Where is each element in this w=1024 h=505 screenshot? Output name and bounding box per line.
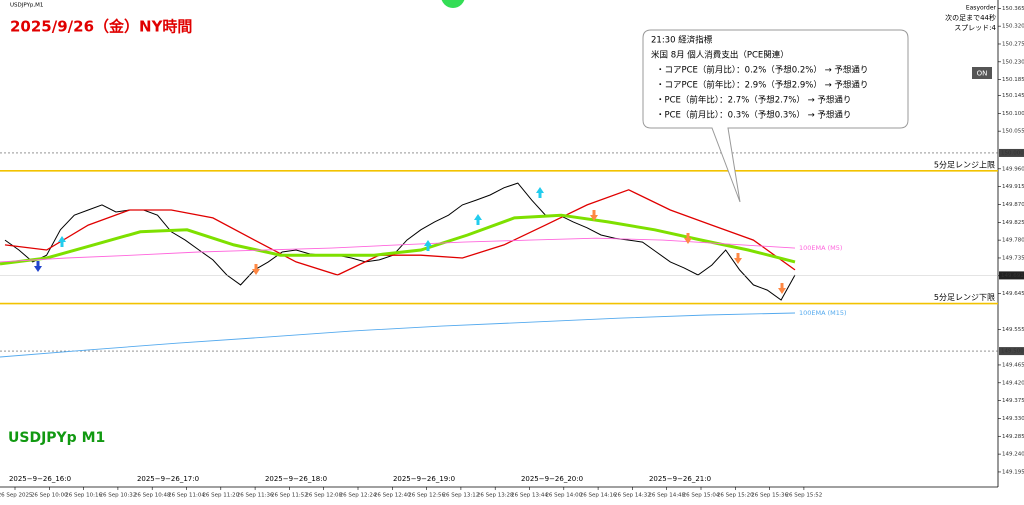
signal-arrow bbox=[474, 214, 482, 225]
x-tick-label: 26 Sep 12:24 bbox=[340, 493, 377, 499]
x-tick-label: 26 Sep 15:36 bbox=[751, 493, 788, 499]
session-label: 2025−9−26_16:0 bbox=[9, 475, 71, 483]
series-line bbox=[0, 312, 796, 358]
x-tick-label: 26 Sep 14:32 bbox=[614, 493, 651, 499]
x-tick-label: 26 Sep 12:40 bbox=[374, 493, 411, 499]
series-label: 100EMA (M5) bbox=[799, 244, 842, 252]
y-tick-label: 149.780 bbox=[1002, 238, 1024, 244]
y-tick-label: 149.240 bbox=[1002, 452, 1024, 458]
series-label: 100EMA (M15) bbox=[799, 309, 847, 317]
y-tick-label: 150.145 bbox=[1002, 93, 1024, 99]
y-tick-label: 149.330 bbox=[1002, 416, 1024, 422]
callout-text: ・PCE（前月比）：0.3%（予想0.3%） → 予想通り bbox=[656, 110, 851, 121]
session-label: 2025−9−26_21:0 bbox=[649, 475, 711, 483]
y-tick-label: 150.320 bbox=[1002, 24, 1024, 30]
y-tick-label: 149.285 bbox=[1002, 434, 1024, 440]
info-text: Easyorder bbox=[966, 5, 997, 12]
x-tick-label: 26 Sep 12:08 bbox=[305, 493, 342, 499]
y-tick-label: 149.195 bbox=[1002, 469, 1024, 475]
x-tick-label: 26 Sep 12:56 bbox=[408, 493, 445, 499]
y-tick-label: 149.465 bbox=[1002, 362, 1024, 368]
y-tick-label: 149.915 bbox=[1002, 184, 1024, 190]
y-tick-label: 149.870 bbox=[1002, 202, 1024, 208]
y-tick-label: 150.230 bbox=[1002, 59, 1024, 65]
signal-arrow bbox=[536, 187, 544, 198]
y-tick-label: 150.100 bbox=[1002, 111, 1024, 117]
watermark: USDJPYp M1 bbox=[8, 430, 105, 446]
info-text: 次の足まで44秒 bbox=[945, 13, 996, 22]
y-tick-label: 149.960 bbox=[1002, 166, 1024, 172]
callout-box bbox=[642, 29, 909, 203]
session-label: 2025−9−26_20:0 bbox=[521, 475, 583, 483]
y-tick-label: 149.825 bbox=[1002, 220, 1024, 226]
on-button-label[interactable]: ON bbox=[977, 70, 988, 78]
x-tick-label: 26 Sep 15:04 bbox=[683, 493, 720, 499]
symbol-caption: USDJPYp,M1 bbox=[10, 3, 43, 9]
current-price-tag bbox=[999, 271, 1024, 280]
signal-arrow bbox=[778, 283, 786, 294]
session-label: 2025−9−26_19:0 bbox=[393, 475, 455, 483]
on-button[interactable] bbox=[972, 67, 992, 79]
y-tick-label: 149.375 bbox=[1002, 398, 1024, 404]
x-tick-label: 26 Sep 10:16 bbox=[65, 493, 102, 499]
callout-text: 米国 8月 個人消費支出（PCE関連） bbox=[651, 50, 789, 61]
x-tick-label: 26 Sep 10:48 bbox=[134, 493, 171, 499]
y-tick-label: 149.420 bbox=[1002, 380, 1024, 386]
x-tick-label: 26 Sep 11:04 bbox=[168, 493, 205, 499]
y-tick-label: 150.185 bbox=[1002, 77, 1024, 83]
range-label: 5分足レンジ下限 bbox=[934, 293, 995, 302]
callout-text: ・コアPCE（前年比）：2.9%（予想2.9%） → 予想通り bbox=[656, 80, 868, 91]
indicator-dot bbox=[441, 0, 465, 8]
signal-arrow bbox=[34, 261, 42, 272]
plot: 149.195 149.240 149.285 149.330 149.375 149.4… bbox=[0, 6, 1024, 499]
session-label: 2025−9−26_17:0 bbox=[137, 475, 199, 483]
series-line bbox=[4, 189, 796, 276]
callout-text: ・コアPCE（前月比）：0.2%（予想0.2%） → 予想通り bbox=[656, 65, 868, 76]
x-tick-label: 26 Sep 14:16 bbox=[580, 493, 617, 499]
callout-text: 21:30 経済指標 bbox=[651, 35, 713, 46]
x-tick-label: 26 Sep 14:48 bbox=[648, 493, 685, 499]
callout-text: ・PCE（前年比）：2.7%（予想2.7%） → 予想通り bbox=[656, 95, 851, 106]
series-line bbox=[0, 213, 796, 266]
signal-arrow bbox=[734, 253, 742, 264]
level-tag bbox=[999, 347, 1024, 356]
x-tick-label: 26 Sep 15:20 bbox=[717, 493, 754, 499]
signal-arrow bbox=[424, 240, 432, 251]
x-tick-label: 26 Sep 11:52 bbox=[271, 493, 308, 499]
series-line bbox=[0, 237, 796, 263]
y-tick-label: 150.275 bbox=[1002, 41, 1024, 47]
x-tick-label: 26 Sep 14:00 bbox=[545, 493, 582, 499]
x-tick-label: 26 Sep 13:44 bbox=[511, 493, 548, 499]
signal-arrow bbox=[58, 236, 66, 247]
info-text: スプレッド:4 bbox=[954, 24, 996, 32]
range-label: 5分足レンジ上限 bbox=[934, 160, 995, 169]
level-label: 149.500 bbox=[1001, 349, 1024, 355]
x-tick-label: 26 Sep 10:32 bbox=[100, 493, 137, 499]
x-tick-label: 26 Sep 10:00 bbox=[31, 493, 68, 499]
session-label: 2025−9−26_18:0 bbox=[265, 475, 327, 483]
x-tick-label: 26 Sep 2025 bbox=[0, 493, 33, 499]
chart-title: 2025/9/26（金）NY時間 bbox=[10, 18, 192, 36]
level-label: 150.000 bbox=[1001, 150, 1024, 156]
signal-arrow bbox=[590, 210, 598, 221]
signal-arrow bbox=[252, 264, 260, 275]
x-tick-label: 26 Sep 15:52 bbox=[786, 493, 823, 499]
level-tag bbox=[999, 148, 1024, 157]
signal-arrow bbox=[684, 233, 692, 244]
x-tick-label: 26 Sep 13:12 bbox=[443, 493, 480, 499]
x-tick-label: 26 Sep 13:28 bbox=[477, 493, 514, 499]
current-price-label: 149.691 bbox=[1001, 273, 1024, 279]
y-tick-label: 149.555 bbox=[1002, 327, 1024, 333]
y-tick-label: 149.645 bbox=[1002, 291, 1024, 297]
y-tick-label: 150.365 bbox=[1002, 6, 1024, 12]
y-tick-label: 150.055 bbox=[1002, 129, 1024, 135]
y-tick-label: 149.735 bbox=[1002, 255, 1024, 261]
x-tick-label: 26 Sep 11:20 bbox=[202, 493, 239, 499]
x-tick-label: 26 Sep 11:36 bbox=[237, 493, 274, 499]
